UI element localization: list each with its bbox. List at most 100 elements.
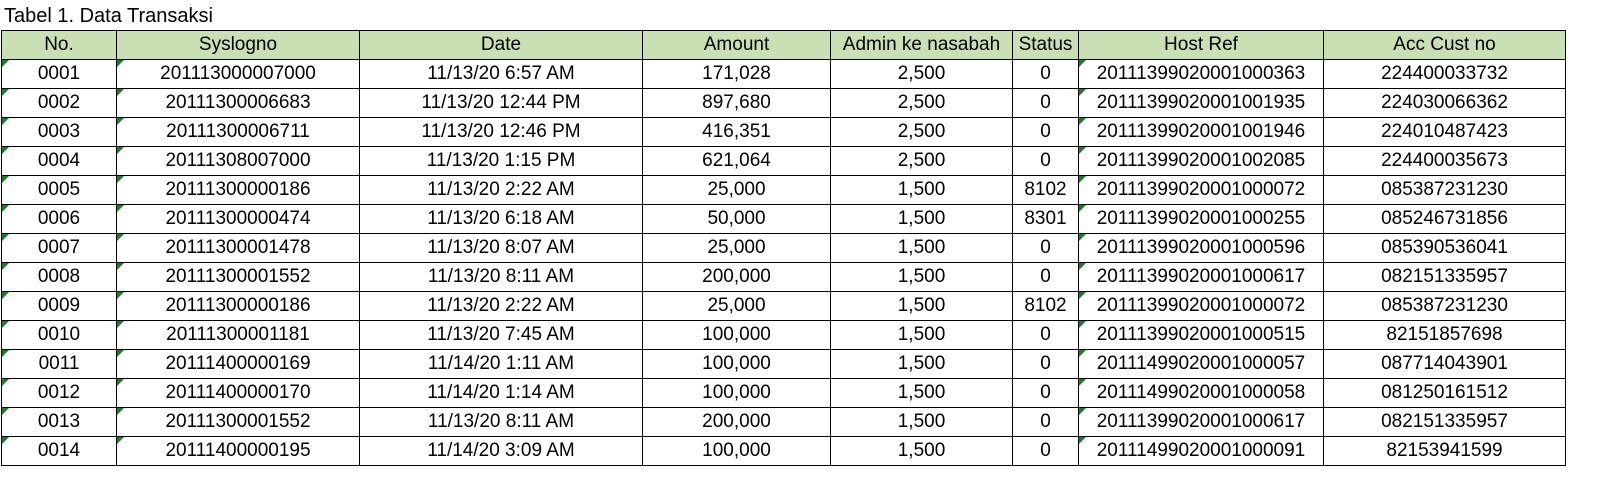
- cell-host-ref[interactable]: 20111399020001000255: [1078, 204, 1324, 234]
- cell-admin-fee[interactable]: 1,500: [830, 204, 1013, 234]
- cell-syslogno[interactable]: 20111300001181: [116, 320, 360, 350]
- cell-amount[interactable]: 100,000: [642, 378, 831, 408]
- cell-admin-fee[interactable]: 1,500: [830, 233, 1013, 263]
- cell-acc-cust-no[interactable]: 087714043901: [1323, 349, 1566, 379]
- cell-acc-cust-no[interactable]: 082151335957: [1323, 262, 1566, 292]
- cell-admin-fee[interactable]: 1,500: [830, 349, 1013, 379]
- cell-host-ref[interactable]: 20111399020001001946: [1078, 117, 1324, 147]
- cell-admin-fee[interactable]: 1,500: [830, 436, 1013, 466]
- cell-acc-cust-no[interactable]: 224030066362: [1323, 88, 1566, 118]
- cell-acc-cust-no[interactable]: 081250161512: [1323, 378, 1566, 408]
- cell-no[interactable]: 0001: [1, 59, 117, 89]
- cell-no[interactable]: 0004: [1, 146, 117, 176]
- cell-no[interactable]: 0008: [1, 262, 117, 292]
- cell-syslogno[interactable]: 20111300001552: [116, 262, 360, 292]
- header-admin-fee[interactable]: Admin ke nasabah: [830, 30, 1013, 60]
- cell-host-ref[interactable]: 20111399020001000072: [1078, 175, 1324, 205]
- cell-admin-fee[interactable]: 1,500: [830, 378, 1013, 408]
- cell-acc-cust-no[interactable]: 085246731856: [1323, 204, 1566, 234]
- cell-date[interactable]: 11/14/20 1:14 AM: [359, 378, 643, 408]
- cell-syslogno[interactable]: 20111300000186: [116, 175, 360, 205]
- cell-status[interactable]: 0: [1012, 146, 1079, 176]
- cell-syslogno[interactable]: 20111300001478: [116, 233, 360, 263]
- cell-host-ref[interactable]: 20111399020001000617: [1078, 407, 1324, 437]
- cell-acc-cust-no[interactable]: 085390536041: [1323, 233, 1566, 263]
- cell-status[interactable]: 8102: [1012, 291, 1079, 321]
- cell-admin-fee[interactable]: 1,500: [830, 175, 1013, 205]
- cell-amount[interactable]: 50,000: [642, 204, 831, 234]
- cell-amount[interactable]: 621,064: [642, 146, 831, 176]
- cell-status[interactable]: 0: [1012, 262, 1079, 292]
- cell-date[interactable]: 11/13/20 12:44 PM: [359, 88, 643, 118]
- cell-status[interactable]: 0: [1012, 349, 1079, 379]
- header-no[interactable]: No.: [1, 30, 117, 60]
- cell-syslogno[interactable]: 20111308007000: [116, 146, 360, 176]
- cell-no[interactable]: 0012: [1, 378, 117, 408]
- cell-host-ref[interactable]: 20111499020001000057: [1078, 349, 1324, 379]
- cell-no[interactable]: 0006: [1, 204, 117, 234]
- cell-no[interactable]: 0005: [1, 175, 117, 205]
- header-amount[interactable]: Amount: [642, 30, 831, 60]
- cell-admin-fee[interactable]: 2,500: [830, 146, 1013, 176]
- cell-acc-cust-no[interactable]: 224400035673: [1323, 146, 1566, 176]
- cell-admin-fee[interactable]: 2,500: [830, 117, 1013, 147]
- cell-acc-cust-no[interactable]: 085387231230: [1323, 175, 1566, 205]
- cell-syslogno[interactable]: 20111300006711: [116, 117, 360, 147]
- cell-amount[interactable]: 100,000: [642, 349, 831, 379]
- cell-host-ref[interactable]: 20111399020001000515: [1078, 320, 1324, 350]
- cell-admin-fee[interactable]: 1,500: [830, 407, 1013, 437]
- cell-amount[interactable]: 200,000: [642, 407, 831, 437]
- cell-no[interactable]: 0009: [1, 291, 117, 321]
- cell-date[interactable]: 11/14/20 1:11 AM: [359, 349, 643, 379]
- cell-acc-cust-no[interactable]: 224400033732: [1323, 59, 1566, 89]
- header-status[interactable]: Status: [1012, 30, 1079, 60]
- cell-no[interactable]: 0007: [1, 233, 117, 263]
- cell-amount[interactable]: 25,000: [642, 175, 831, 205]
- cell-amount[interactable]: 100,000: [642, 320, 831, 350]
- cell-amount[interactable]: 200,000: [642, 262, 831, 292]
- cell-date[interactable]: 11/13/20 12:46 PM: [359, 117, 643, 147]
- cell-syslogno[interactable]: 20111300001552: [116, 407, 360, 437]
- cell-status[interactable]: 0: [1012, 88, 1079, 118]
- cell-status[interactable]: 8301: [1012, 204, 1079, 234]
- cell-status[interactable]: 0: [1012, 233, 1079, 263]
- cell-host-ref[interactable]: 20111499020001000058: [1078, 378, 1324, 408]
- cell-no[interactable]: 0011: [1, 349, 117, 379]
- cell-host-ref[interactable]: 20111399020001000072: [1078, 291, 1324, 321]
- cell-status[interactable]: 8102: [1012, 175, 1079, 205]
- cell-date[interactable]: 11/13/20 6:57 AM: [359, 59, 643, 89]
- cell-status[interactable]: 0: [1012, 378, 1079, 408]
- cell-acc-cust-no[interactable]: 82151857698: [1323, 320, 1566, 350]
- cell-date[interactable]: 11/13/20 8:11 AM: [359, 407, 643, 437]
- cell-no[interactable]: 0003: [1, 117, 117, 147]
- header-acc-cust-no[interactable]: Acc Cust no: [1323, 30, 1566, 60]
- cell-syslogno[interactable]: 201113000007000: [116, 59, 360, 89]
- cell-status[interactable]: 0: [1012, 436, 1079, 466]
- cell-admin-fee[interactable]: 1,500: [830, 262, 1013, 292]
- cell-date[interactable]: 11/13/20 8:11 AM: [359, 262, 643, 292]
- cell-admin-fee[interactable]: 1,500: [830, 291, 1013, 321]
- cell-status[interactable]: 0: [1012, 117, 1079, 147]
- cell-syslogno[interactable]: 20111300000186: [116, 291, 360, 321]
- cell-no[interactable]: 0014: [1, 436, 117, 466]
- cell-syslogno[interactable]: 20111300006683: [116, 88, 360, 118]
- cell-admin-fee[interactable]: 2,500: [830, 59, 1013, 89]
- cell-date[interactable]: 11/13/20 7:45 AM: [359, 320, 643, 350]
- cell-admin-fee[interactable]: 1,500: [830, 320, 1013, 350]
- cell-acc-cust-no[interactable]: 224010487423: [1323, 117, 1566, 147]
- cell-acc-cust-no[interactable]: 82153941599: [1323, 436, 1566, 466]
- cell-acc-cust-no[interactable]: 085387231230: [1323, 291, 1566, 321]
- cell-acc-cust-no[interactable]: 082151335957: [1323, 407, 1566, 437]
- cell-amount[interactable]: 897,680: [642, 88, 831, 118]
- cell-syslogno[interactable]: 20111400000195: [116, 436, 360, 466]
- cell-date[interactable]: 11/14/20 3:09 AM: [359, 436, 643, 466]
- cell-host-ref[interactable]: 20111399020001000596: [1078, 233, 1324, 263]
- cell-host-ref[interactable]: 20111399020001001935: [1078, 88, 1324, 118]
- cell-date[interactable]: 11/13/20 1:15 PM: [359, 146, 643, 176]
- cell-amount[interactable]: 171,028: [642, 59, 831, 89]
- header-syslogno[interactable]: Syslogno: [116, 30, 360, 60]
- cell-date[interactable]: 11/13/20 2:22 AM: [359, 175, 643, 205]
- cell-host-ref[interactable]: 20111499020001000091: [1078, 436, 1324, 466]
- cell-no[interactable]: 0013: [1, 407, 117, 437]
- cell-syslogno[interactable]: 20111400000170: [116, 378, 360, 408]
